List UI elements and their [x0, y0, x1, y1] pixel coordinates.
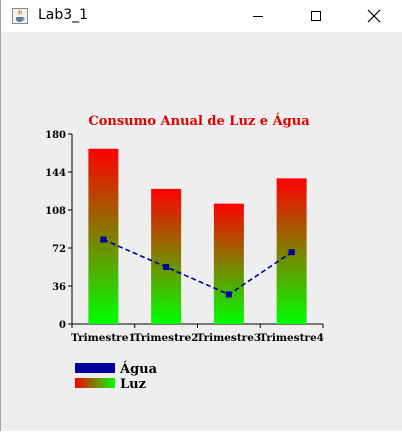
close-button[interactable] [351, 0, 397, 32]
content-panel: Consumo Anual de Luz e Água Trimestre1 Tr… [1, 32, 402, 431]
close-icon [367, 9, 381, 23]
bar-trimestre3 [213, 203, 244, 324]
maximize-icon [311, 11, 321, 21]
y-tick-labels: 0 36 72 108 144 180 [45, 130, 66, 331]
y-tick-label: 0 [59, 320, 66, 331]
minimize-icon [253, 16, 263, 17]
bar-trimestre1 [88, 148, 119, 324]
title-bar[interactable]: Lab3_1 [1, 0, 402, 32]
y-tick-label: 144 [45, 168, 66, 179]
chart: Consumo Anual de Luz e Água Trimestre1Tr… [45, 113, 324, 392]
legend-label-agua: Água [119, 361, 158, 377]
legend-swatch-agua [75, 363, 115, 373]
y-tick-label: 72 [52, 244, 66, 255]
bars [88, 148, 307, 324]
agua-line [100, 236, 295, 298]
x-tick-label: Trimestre1 [71, 332, 136, 344]
x-tick-label: Trimestre3 [197, 332, 262, 344]
bar-trimestre2 [151, 188, 182, 324]
minimize-button[interactable] [235, 0, 281, 32]
agua-point-4 [288, 249, 295, 256]
legend-label-luz: Luz [120, 377, 146, 392]
x-tick-label: Trimestre4 [259, 332, 324, 344]
y-tick-label: 36 [52, 282, 66, 293]
chart-title: Consumo Anual de Luz e Água [88, 113, 310, 129]
y-tick-label: 108 [45, 206, 66, 217]
window-title: Lab3_1 [38, 7, 89, 23]
agua-point-1 [100, 236, 107, 243]
agua-point-3 [225, 291, 232, 298]
x-tick-label: Trimestre2 [134, 332, 199, 344]
legend-swatch-luz [75, 378, 115, 388]
y-tick-label: 180 [45, 130, 66, 141]
agua-point-2 [163, 264, 170, 270]
agua-line-path [103, 238, 293, 296]
java-cup-icon [12, 8, 28, 24]
maximize-button[interactable] [293, 0, 339, 32]
